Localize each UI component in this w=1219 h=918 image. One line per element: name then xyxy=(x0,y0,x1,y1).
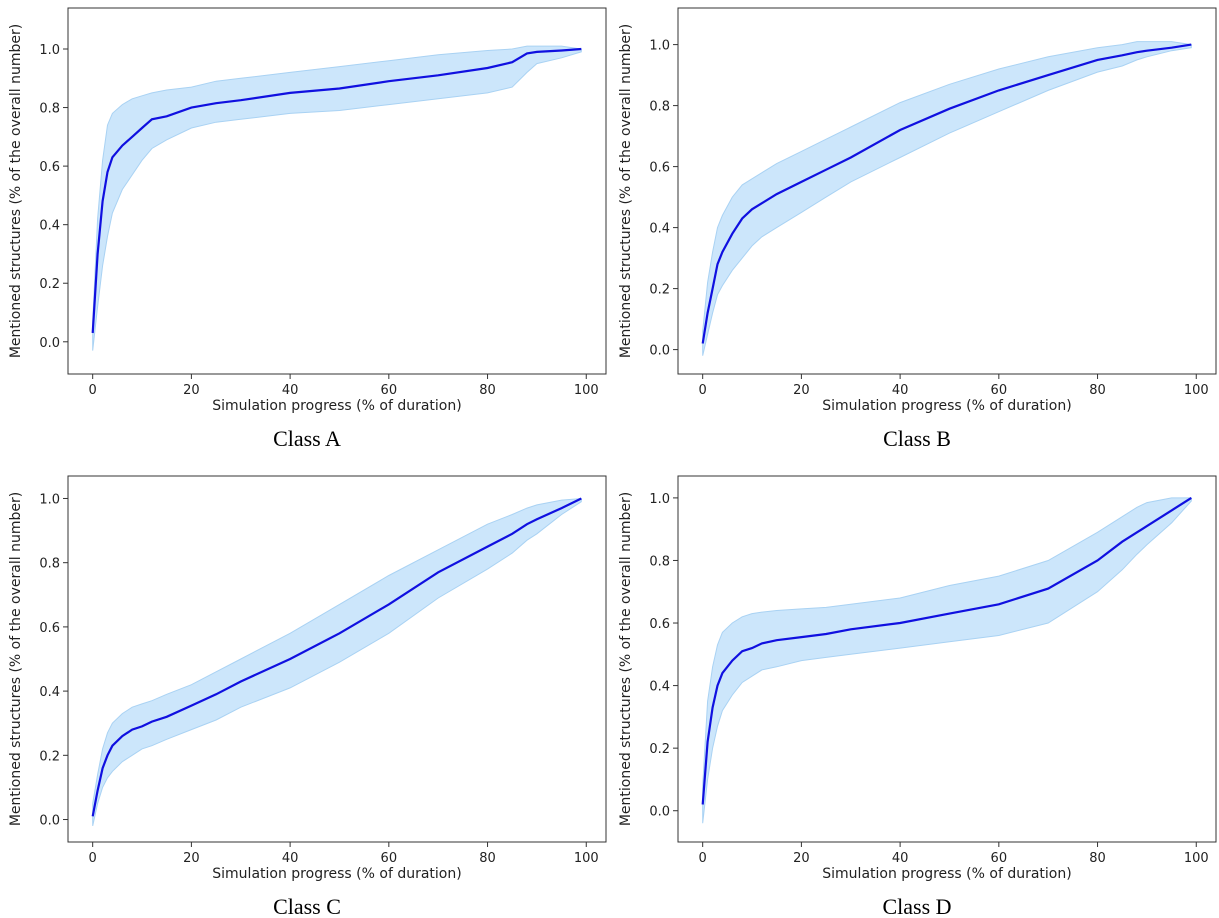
x-tick-label: 80 xyxy=(1089,851,1106,866)
caption: Class A xyxy=(273,426,341,451)
x-tick-label: 0 xyxy=(699,851,707,866)
panel: 0 20 40 60 80 100 0.0 0.2 0.4 0.6 0.8 1.0 Simulation… xyxy=(618,475,1217,918)
x-tick-label: 40 xyxy=(282,851,299,866)
x-tick-label: 80 xyxy=(1089,383,1106,398)
plot-frame xyxy=(677,7,1217,375)
x-tick-label: 0 xyxy=(89,383,97,398)
y-tick-label: 0.0 xyxy=(39,814,60,829)
mean-line xyxy=(701,43,1192,344)
panel: 0 20 40 60 80 100 0.0 0.2 0.4 0.6 0.8 1.0 Simulation… xyxy=(618,7,1217,451)
x-tick-label: 40 xyxy=(892,851,909,866)
y-tick-label: 0.0 xyxy=(649,805,670,820)
x-tick-label: 20 xyxy=(183,383,200,398)
x-tick-label: 0 xyxy=(699,383,707,398)
y-tick-label: 0.2 xyxy=(649,283,670,298)
y-tick-label: 0.6 xyxy=(39,621,60,636)
panel: 0 20 40 60 80 100 0.0 0.2 0.4 0.6 0.8 1.0 Simulation… xyxy=(8,7,607,451)
mean-line xyxy=(701,496,1192,805)
x-tick-label: 20 xyxy=(183,851,200,866)
y-tick-label: 0.2 xyxy=(39,749,60,764)
plot-frame xyxy=(67,475,607,843)
x-tick-label: 0 xyxy=(89,851,97,866)
plot-frame xyxy=(67,7,607,375)
confidence-band xyxy=(702,497,1192,824)
confidence-band xyxy=(92,45,582,351)
mean-line xyxy=(91,497,582,817)
y-axis-label: Mentioned structures (% of the overall n… xyxy=(618,24,634,358)
y-tick-label: 0.6 xyxy=(649,617,670,632)
x-tick-label: 60 xyxy=(991,851,1008,866)
y-axis-label: Mentioned structures (% of the overall n… xyxy=(8,492,24,826)
y-tick-label: 0.4 xyxy=(39,219,60,234)
x-tick-label: 40 xyxy=(282,383,299,398)
y-tick-label: 0.4 xyxy=(649,222,670,237)
y-axis-label: Mentioned structures (% of the overall n… xyxy=(618,492,634,826)
y-axis-label: Mentioned structures (% of the overall n… xyxy=(8,24,24,358)
confidence-band xyxy=(92,497,582,827)
plot-frame xyxy=(677,475,1217,843)
y-tick-label: 0.2 xyxy=(39,277,60,292)
y-tick-label: 1.0 xyxy=(649,39,670,54)
y-tick-label: 0.0 xyxy=(39,336,60,351)
x-tick-label: 100 xyxy=(574,851,599,866)
x-tick-label: 60 xyxy=(991,383,1008,398)
y-tick-label: 0.0 xyxy=(649,344,670,359)
x-axis-label: Simulation progress (% of duration) xyxy=(822,398,1071,414)
x-tick-label: 100 xyxy=(1184,383,1209,398)
x-tick-label: 20 xyxy=(793,383,810,398)
x-tick-label: 60 xyxy=(381,851,398,866)
y-tick-label: 0.4 xyxy=(39,685,60,700)
y-tick-label: 1.0 xyxy=(649,492,670,507)
y-tick-label: 1.0 xyxy=(39,43,60,58)
y-tick-label: 0.6 xyxy=(649,161,670,176)
y-tick-label: 0.2 xyxy=(649,742,670,757)
y-tick-label: 0.8 xyxy=(649,554,670,569)
panel: 0 20 40 60 80 100 0.0 0.2 0.4 0.6 0.8 1.0 Simulation… xyxy=(8,475,607,918)
caption: Class C xyxy=(273,894,341,918)
caption: Class B xyxy=(883,426,951,451)
x-tick-label: 100 xyxy=(1184,851,1209,866)
y-tick-label: 0.8 xyxy=(649,100,670,115)
mean-line xyxy=(91,47,582,334)
x-tick-label: 80 xyxy=(479,383,496,398)
confidence-band xyxy=(702,41,1192,356)
x-tick-label: 80 xyxy=(479,851,496,866)
y-tick-label: 0.8 xyxy=(39,102,60,117)
x-tick-label: 60 xyxy=(381,383,398,398)
x-tick-label: 20 xyxy=(793,851,810,866)
x-tick-label: 100 xyxy=(574,383,599,398)
caption: Class D xyxy=(882,894,951,918)
y-tick-label: 0.6 xyxy=(39,160,60,175)
x-tick-label: 40 xyxy=(892,383,909,398)
x-axis-label: Simulation progress (% of duration) xyxy=(212,866,461,882)
x-axis-label: Simulation progress (% of duration) xyxy=(212,398,461,414)
y-tick-label: 1.0 xyxy=(39,492,60,507)
x-axis-label: Simulation progress (% of duration) xyxy=(822,866,1071,882)
y-tick-label: 0.8 xyxy=(39,557,60,572)
y-tick-label: 0.4 xyxy=(649,680,670,695)
